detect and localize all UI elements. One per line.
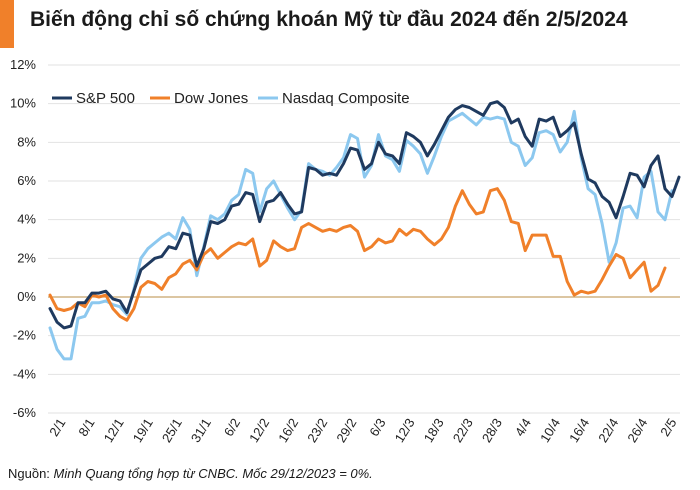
x-tick-label: 22/4	[595, 416, 621, 445]
y-tick-label: 4%	[17, 212, 36, 227]
y-tick-label: 2%	[17, 250, 36, 265]
y-tick-label: 12%	[10, 57, 36, 72]
x-tick-label: 12/3	[392, 416, 418, 445]
x-tick-label: 16/4	[566, 416, 592, 445]
x-tick-label: 29/2	[333, 416, 359, 445]
y-tick-label: -6%	[13, 405, 37, 420]
x-tick-label: 8/1	[75, 416, 97, 439]
y-tick-label: 10%	[10, 96, 36, 111]
y-axis-ticks: -6% -4% -2% 0% 2% 4% 6% 8% 10% 12%	[10, 57, 36, 420]
legend: S&P 500 Dow Jones Nasdaq Composite	[52, 90, 410, 107]
source-note: Nguồn: Minh Quang tổng hợp từ CNBC. Mốc …	[8, 466, 373, 481]
x-tick-label: 6/3	[366, 416, 388, 439]
x-tick-label: 28/3	[479, 416, 505, 445]
legend-label: Dow Jones	[174, 90, 248, 107]
x-tick-label: 26/4	[624, 416, 650, 445]
x-tick-label: 12/1	[101, 416, 127, 445]
x-tick-label: 2/1	[46, 416, 68, 439]
legend-label: S&P 500	[76, 90, 135, 107]
x-tick-label: 25/1	[159, 416, 185, 445]
line-chart: -6% -4% -2% 0% 2% 4% 6% 8% 10% 12% 2/1 8/1 12/1 19/1…	[10, 57, 681, 445]
y-tick-label: 6%	[17, 173, 36, 188]
series-line-1	[48, 187, 667, 322]
y-tick-label: -2%	[13, 328, 37, 343]
series-lines	[48, 100, 681, 361]
x-tick-label: 19/1	[130, 416, 156, 445]
y-tick-label: 0%	[17, 289, 36, 304]
x-tick-label: 16/2	[275, 416, 301, 445]
x-tick-label: 12/2	[246, 416, 272, 445]
source-text: Minh Quang tổng hợp từ CNBC. Mốc 29/12/2…	[53, 466, 373, 481]
series-line-0	[48, 100, 681, 330]
x-tick-label: 2/5	[657, 416, 679, 439]
x-tick-label: 6/2	[221, 416, 243, 439]
legend-label: Nasdaq Composite	[282, 90, 410, 107]
x-tick-label: 31/1	[188, 416, 214, 445]
y-tick-label: -4%	[13, 366, 37, 381]
x-axis-ticks: 2/1 8/1 12/1 19/1 25/1 31/1 6/2 12/2 16/2 23/2 29/…	[46, 416, 679, 445]
source-prefix: Nguồn:	[8, 466, 54, 481]
x-tick-label: 23/2	[304, 416, 330, 445]
x-tick-label: 10/4	[537, 416, 563, 445]
title-accent-bar	[0, 0, 14, 48]
x-tick-label: 18/3	[421, 416, 447, 445]
y-tick-label: 8%	[17, 134, 36, 149]
gridlines	[48, 64, 680, 414]
x-tick-label: 4/4	[512, 416, 534, 439]
x-tick-label: 22/3	[450, 416, 476, 445]
chart-title: Biến động chỉ số chứng khoán Mỹ từ đầu 2…	[30, 8, 628, 31]
